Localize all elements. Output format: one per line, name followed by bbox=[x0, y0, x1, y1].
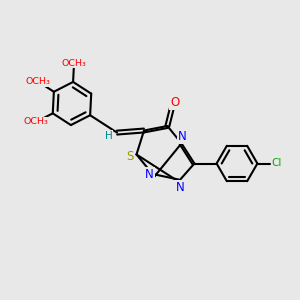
Text: N: N bbox=[176, 181, 184, 194]
Text: N: N bbox=[178, 130, 187, 143]
Text: N: N bbox=[145, 168, 154, 182]
Text: Cl: Cl bbox=[272, 158, 282, 169]
Text: S: S bbox=[126, 149, 134, 163]
Text: OCH₃: OCH₃ bbox=[26, 77, 50, 86]
Text: O: O bbox=[170, 96, 179, 109]
Text: OCH₃: OCH₃ bbox=[61, 58, 86, 68]
Text: H: H bbox=[105, 131, 112, 141]
Text: OCH₃: OCH₃ bbox=[23, 118, 48, 127]
